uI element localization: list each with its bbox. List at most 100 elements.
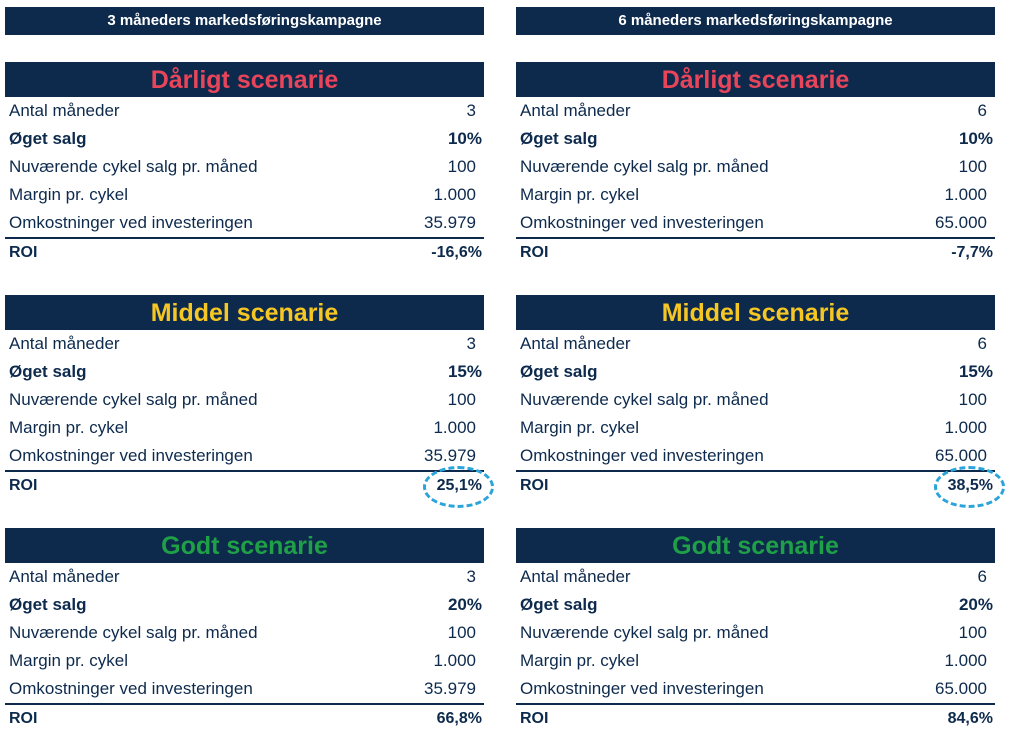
scenario-block: Dårligt scenarie Antal måneder 6 Øget salg 1…	[516, 62, 995, 268]
row-value: 20%	[447, 595, 482, 614]
row-label: Margin pr. cykel	[520, 185, 640, 204]
table-row: Nuværende cykel salg pr. måned 100	[516, 619, 995, 647]
roi-label: ROI	[9, 244, 38, 261]
row-label: Omkostninger ved investeringen	[520, 446, 764, 465]
row-value: 1.000	[433, 651, 476, 670]
table-row: Nuværende cykel salg pr. måned 100	[5, 619, 484, 647]
row-value: 100	[958, 157, 987, 176]
row-label: Antal måneder	[9, 101, 120, 120]
scenario-title: Middel scenarie	[5, 295, 484, 330]
table-row: Antal måneder 6	[516, 563, 995, 591]
row-label: Antal måneder	[9, 334, 120, 353]
row-label: Margin pr. cykel	[9, 418, 129, 437]
roi-row: ROI 38,5%	[516, 466, 1006, 508]
row-value: 35.979	[424, 446, 476, 465]
row-value: 1.000	[944, 185, 987, 204]
roi-label: ROI	[520, 244, 549, 261]
row-value: 3	[466, 101, 476, 120]
table-row: Margin pr. cykel 1.000	[5, 414, 484, 442]
table-row: Omkostninger ved investeringen 35.979	[5, 675, 484, 705]
row-label: Nuværende cykel salg pr. måned	[520, 623, 769, 642]
row-value: 10%	[447, 129, 482, 148]
row-label: Omkostninger ved investeringen	[9, 213, 253, 232]
row-label: Øget salg	[520, 362, 598, 381]
row-value: 100	[447, 623, 476, 642]
scenario-block: Godt scenarie Antal måneder 3 Øget salg 20% N…	[5, 528, 484, 734]
table-row: Øget salg 15%	[5, 358, 484, 386]
row-value: 65.000	[935, 679, 987, 698]
row-value: 3	[466, 334, 476, 353]
roi-value: 84,6%	[947, 710, 993, 727]
scenario-title: Godt scenarie	[516, 528, 995, 563]
roi-row: ROI -16,6%	[5, 239, 484, 268]
table-row: Øget salg 10%	[5, 125, 484, 153]
roi-row: ROI 84,6%	[516, 705, 995, 734]
scenario-title: Dårligt scenarie	[5, 62, 484, 97]
row-label: Margin pr. cykel	[520, 418, 640, 437]
row-label: Margin pr. cykel	[520, 651, 640, 670]
row-label: Nuværende cykel salg pr. måned	[9, 157, 258, 176]
row-label: Nuværende cykel salg pr. måned	[520, 157, 769, 176]
table-row: Omkostninger ved investeringen 35.979	[5, 442, 484, 472]
row-value: 6	[977, 334, 987, 353]
roi-label: ROI	[9, 710, 38, 727]
table-row: Antal måneder 3	[5, 97, 484, 125]
table-row: Antal måneder 3	[5, 330, 484, 358]
row-value: 35.979	[424, 679, 476, 698]
row-label: Nuværende cykel salg pr. måned	[9, 623, 258, 642]
roi-value: -16,6%	[431, 244, 482, 261]
row-value: 1.000	[433, 185, 476, 204]
row-value: 35.979	[424, 213, 476, 232]
row-label: Antal måneder	[9, 567, 120, 586]
roi-label: ROI	[520, 477, 549, 494]
table-row: Omkostninger ved investeringen 65.000	[516, 209, 995, 239]
row-value: 100	[958, 623, 987, 642]
row-label: Antal måneder	[520, 334, 631, 353]
roi-value: 25,1%	[422, 466, 495, 508]
row-label: Antal måneder	[520, 101, 631, 120]
table-row: Margin pr. cykel 1.000	[516, 181, 995, 209]
table-row: Antal måneder 3	[5, 563, 484, 591]
table-row: Omkostninger ved investeringen 35.979	[5, 209, 484, 239]
table-row: Antal måneder 6	[516, 330, 995, 358]
row-value: 1.000	[944, 418, 987, 437]
table-row: Nuværende cykel salg pr. måned 100	[5, 153, 484, 181]
table-row: Nuværende cykel salg pr. måned 100	[5, 386, 484, 414]
scenario-block: Middel scenarie Antal måneder 6 Øget salg 15…	[516, 295, 1006, 508]
row-value: 6	[977, 567, 987, 586]
roi-label: ROI	[520, 710, 549, 727]
row-value: 6	[977, 101, 987, 120]
roi-row: ROI 25,1%	[5, 466, 495, 508]
campaign-column: 3 måneders markedsføringskampagne Dårligt…	[5, 7, 495, 754]
table-row: Margin pr. cykel 1.000	[516, 414, 995, 442]
table-row: Omkostninger ved investeringen 65.000	[516, 442, 995, 472]
row-label: Omkostninger ved investeringen	[520, 679, 764, 698]
row-label: Omkostninger ved investeringen	[520, 213, 764, 232]
table-row: Øget salg 10%	[516, 125, 995, 153]
row-value: 3	[466, 567, 476, 586]
roi-value: 66,8%	[436, 710, 482, 727]
row-label: Margin pr. cykel	[9, 185, 129, 204]
roi-label: ROI	[9, 477, 38, 494]
table-row: Antal måneder 6	[516, 97, 995, 125]
table-row: Margin pr. cykel 1.000	[5, 647, 484, 675]
campaign-column: 6 måneders markedsføringskampagne Dårligt…	[516, 7, 1006, 754]
row-label: Omkostninger ved investeringen	[9, 679, 253, 698]
scenario-block: Middel scenarie Antal måneder 3 Øget salg 15…	[5, 295, 495, 508]
row-value: 100	[447, 157, 476, 176]
row-label: Øget salg	[9, 362, 87, 381]
table-row: Omkostninger ved investeringen 65.000	[516, 675, 995, 705]
scenario-title: Middel scenarie	[516, 295, 995, 330]
row-label: Omkostninger ved investeringen	[9, 446, 253, 465]
row-label: Øget salg	[520, 129, 598, 148]
row-label: Nuværende cykel salg pr. måned	[9, 390, 258, 409]
table-row: Nuværende cykel salg pr. måned 100	[516, 386, 995, 414]
scenario-title: Godt scenarie	[5, 528, 484, 563]
row-value: 15%	[958, 362, 993, 381]
row-label: Øget salg	[9, 129, 87, 148]
scenario-title: Dårligt scenarie	[516, 62, 995, 97]
row-label: Margin pr. cykel	[9, 651, 129, 670]
roi-value: -7,7%	[951, 244, 993, 261]
row-value: 20%	[958, 595, 993, 614]
